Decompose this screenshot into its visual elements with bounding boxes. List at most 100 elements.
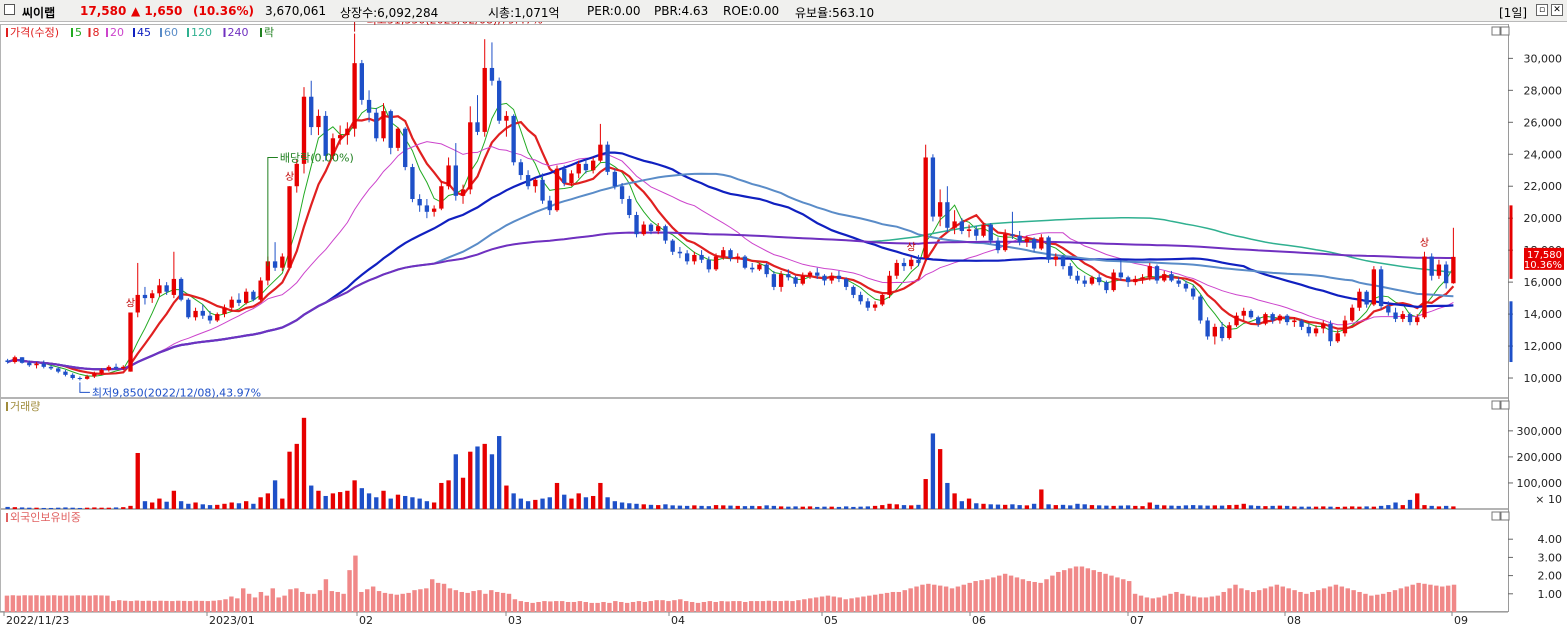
period-selector[interactable]: [1일] bbox=[1499, 6, 1528, 20]
high-marker bbox=[354, 22, 356, 32]
volume-bar bbox=[547, 497, 552, 509]
foreign-ratio-bar bbox=[518, 601, 524, 612]
volume-bar bbox=[1111, 505, 1116, 509]
volume-bar bbox=[533, 499, 538, 509]
volume-bar bbox=[648, 504, 654, 509]
limit-up-mark: 상 bbox=[1420, 237, 1429, 249]
candle bbox=[836, 270, 842, 283]
candle bbox=[1306, 323, 1311, 337]
foreign-ratio-bar bbox=[152, 601, 157, 612]
candle bbox=[1451, 227, 1456, 284]
foreign-ratio-bar bbox=[955, 586, 961, 612]
candle bbox=[576, 160, 581, 179]
volume-bar bbox=[590, 495, 596, 509]
volume-bar bbox=[670, 505, 675, 509]
foreign-ratio-bar bbox=[630, 601, 636, 612]
foreign-ratio-bar bbox=[748, 601, 754, 612]
volume-bar bbox=[1241, 503, 1246, 509]
volume-bar bbox=[930, 433, 936, 509]
price-change-pct: (10.36%) bbox=[193, 4, 254, 18]
foreign-ratio-bar bbox=[595, 602, 600, 612]
candle bbox=[1039, 234, 1044, 251]
price-tick-label: 22,000 bbox=[1524, 180, 1563, 193]
close-icon[interactable]: ✕ bbox=[1551, 4, 1563, 16]
foreign-ratio-bar bbox=[1156, 597, 1161, 612]
foreign-ratio-bar bbox=[365, 589, 370, 612]
foreign-ratio-bar bbox=[205, 601, 210, 612]
volume-bar bbox=[1162, 505, 1167, 509]
foreign-ratio-bar bbox=[872, 594, 878, 612]
volume-bar bbox=[323, 495, 328, 509]
restore-icon[interactable]: ▫ bbox=[1536, 4, 1548, 16]
legend-swatch bbox=[106, 28, 108, 37]
candle bbox=[822, 274, 827, 286]
pbr-value: PBR:4.63 bbox=[654, 4, 709, 18]
foreign-ratio-bar bbox=[1138, 595, 1144, 612]
volume-bar bbox=[1378, 505, 1384, 509]
volume-bar bbox=[1097, 505, 1102, 509]
foreign-ratio-bar bbox=[51, 595, 57, 612]
volume-bar bbox=[366, 493, 372, 509]
panel-restore-icon[interactable] bbox=[1491, 26, 1501, 36]
volume-bar bbox=[880, 505, 885, 509]
foreign-ratio-bar bbox=[1375, 594, 1380, 612]
panel-restore-icon[interactable] bbox=[1491, 511, 1501, 521]
foreign-ratio-bar bbox=[46, 595, 51, 612]
candle bbox=[750, 262, 755, 273]
current-price-tag bbox=[1524, 247, 1564, 270]
panel-close-icon[interactable] bbox=[1500, 26, 1510, 36]
foreign-ratio-bar bbox=[766, 600, 772, 612]
foreign-ratio-bar bbox=[1121, 579, 1126, 612]
volume-bar bbox=[1299, 506, 1304, 509]
candle bbox=[641, 221, 646, 236]
foreign-ratio-bar bbox=[1085, 568, 1091, 612]
volume-bar bbox=[1053, 505, 1058, 509]
foreign-ratio-bar bbox=[116, 600, 122, 612]
candle bbox=[504, 111, 509, 137]
foreign-ratio-bar bbox=[500, 592, 506, 612]
volume-bar bbox=[1234, 504, 1239, 509]
volume-bar bbox=[974, 503, 979, 509]
foreign-ratio-bar bbox=[902, 590, 907, 612]
panel-close-icon[interactable] bbox=[1500, 400, 1510, 410]
candle bbox=[634, 211, 639, 238]
candle bbox=[670, 238, 675, 255]
volume-bar bbox=[468, 451, 473, 509]
candle bbox=[583, 159, 589, 174]
window-checkbox[interactable] bbox=[4, 4, 15, 15]
foreign-ratio-bar bbox=[654, 600, 659, 612]
candle bbox=[301, 87, 307, 174]
current-price-tag-pct: 10.36% bbox=[1524, 260, 1562, 271]
candle bbox=[1407, 312, 1413, 326]
volume-bar bbox=[121, 507, 126, 509]
foreign-ratio-bar bbox=[489, 590, 494, 612]
candle bbox=[1429, 253, 1434, 281]
foreign-ratio-bar bbox=[949, 588, 955, 612]
candle bbox=[1436, 259, 1442, 279]
candle bbox=[1118, 259, 1124, 281]
foreign-ratio-bar bbox=[802, 599, 807, 612]
candle bbox=[1443, 261, 1449, 289]
stock-chart: 10,00012,00014,00016,00018,00020,00022,0… bbox=[0, 22, 1564, 627]
foreign-ratio-bar bbox=[731, 601, 736, 612]
foreign-tick-label: 4.00 bbox=[1538, 533, 1563, 546]
foreign-ratio-bar bbox=[164, 600, 169, 612]
volume-bar bbox=[352, 480, 357, 509]
x-tick-label: 05 bbox=[824, 614, 838, 627]
foreign-ratio-bar bbox=[743, 601, 748, 612]
volume-bar bbox=[1024, 505, 1030, 509]
candle bbox=[1234, 312, 1239, 327]
foreign-ratio-bar bbox=[1056, 571, 1061, 612]
candle bbox=[410, 163, 415, 203]
candle bbox=[460, 184, 466, 204]
foreign-ratio-bar bbox=[926, 583, 931, 612]
foreign-ratio-bar bbox=[932, 584, 937, 612]
panel-restore-icon[interactable] bbox=[1491, 400, 1501, 410]
foreign-ratio-bar bbox=[506, 593, 512, 612]
volume-bar bbox=[439, 482, 444, 509]
candle bbox=[923, 144, 928, 262]
candle bbox=[1075, 270, 1080, 284]
panel-close-icon[interactable] bbox=[1500, 511, 1510, 521]
foreign-ratio-bar bbox=[388, 593, 394, 612]
foreign-ratio-bar bbox=[341, 593, 346, 612]
